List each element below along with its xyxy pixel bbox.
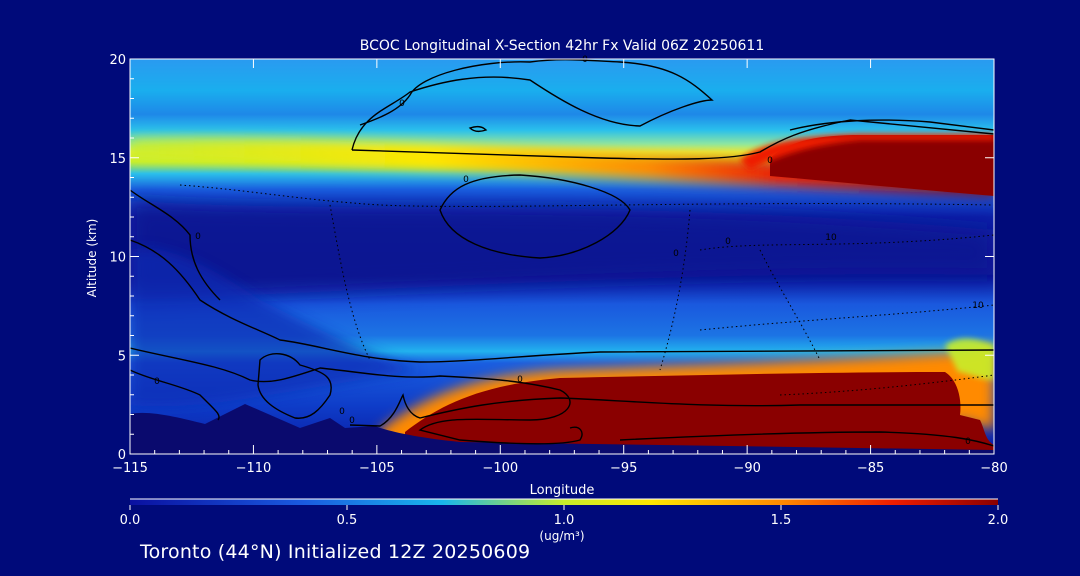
upper-layer-band: [130, 139, 994, 195]
contour-label: 0: [463, 175, 469, 185]
x-tick-label: −100: [482, 461, 518, 476]
y-tick-label: 0: [118, 448, 126, 463]
contour-inner-loop: [257, 353, 332, 419]
x-axis: −115 −110 −105 −100 −95 −90 −85 −80: [112, 59, 1008, 476]
contour-label: 10: [825, 233, 837, 243]
y-axis-label: Altitude (km): [85, 219, 99, 298]
colorbar-tick-label: 1.5: [771, 513, 792, 528]
contour-surface: [349, 393, 994, 427]
y-tick-label: 15: [109, 152, 126, 167]
contour-low-west: [130, 369, 220, 421]
contour-surface-east: [619, 431, 994, 447]
colorbar-tick-label: 0.0: [120, 513, 141, 528]
chart-title: BCOC Longitudinal X-Section 42hr Fx Vali…: [360, 38, 764, 54]
upper-max-edge: [740, 134, 994, 170]
y-tick-label: 5: [118, 349, 126, 364]
colorbar-ramp: [130, 499, 998, 505]
lower-plume-core: [405, 372, 994, 450]
plot-area: [130, 59, 994, 454]
contour-west-hill: [130, 239, 994, 363]
west-dark-region: [130, 248, 420, 407]
colorbar-tick-label: 1.0: [554, 513, 575, 528]
contour-label: 0: [195, 232, 201, 242]
contour-upper-east: [789, 119, 994, 131]
contour-label: 0: [154, 377, 160, 387]
x-tick-label: −90: [733, 461, 760, 476]
contour-label: 0: [339, 407, 345, 417]
mid-minimum-region: [130, 200, 994, 300]
x-tick-label: −85: [857, 461, 884, 476]
contour-label: 0: [767, 156, 773, 166]
x-tick-label: −105: [359, 461, 395, 476]
contour-lines: [130, 59, 994, 447]
colorbar-tick-label: 0.5: [337, 513, 358, 528]
contour-small-loop: [468, 125, 488, 133]
x-tick-label: −115: [112, 461, 148, 476]
colorbar-tick-label: 2.0: [988, 513, 1009, 528]
contour-mid-loop: [439, 174, 631, 259]
terrain: [130, 404, 994, 454]
upper-max-region: [770, 135, 994, 196]
contour-label: 0: [399, 99, 405, 109]
x-tick-label: −110: [236, 461, 272, 476]
y-tick-label: 10: [109, 251, 126, 266]
contour-west-ridge: [130, 189, 221, 301]
plume-east-yellow: [945, 338, 994, 380]
contour-upper-loop: [351, 59, 714, 151]
footer-caption: Toronto (44°N) Initialized 12Z 20250609: [140, 541, 531, 563]
contour-label: 0: [517, 375, 523, 385]
contour-label: 10: [972, 301, 984, 311]
colorbar-ticks: 0.0 0.5 1.0 1.5 2.0: [120, 505, 1009, 528]
x-axis-label: Longitude: [530, 483, 595, 498]
colorbar: 0.0 0.5 1.0 1.5 2.0 (ug/m³): [120, 498, 1009, 543]
colorbar-unit: (ug/m³): [539, 529, 584, 543]
x-tick-label: −80: [980, 461, 1007, 476]
contour-upper-band: [351, 119, 994, 160]
y-tick-label: 20: [109, 53, 126, 68]
contour-label: 0: [725, 237, 731, 247]
y-axis: 0 5 10 15 20: [109, 53, 994, 463]
contour-label: 0: [673, 249, 679, 259]
x-tick-label: −95: [610, 461, 637, 476]
contour-label: 0: [349, 416, 355, 426]
contour-low-main: [130, 347, 583, 445]
contour-label: 0: [965, 437, 971, 447]
dotted-contours: [179, 184, 994, 396]
contour-label: 0: [582, 55, 588, 65]
